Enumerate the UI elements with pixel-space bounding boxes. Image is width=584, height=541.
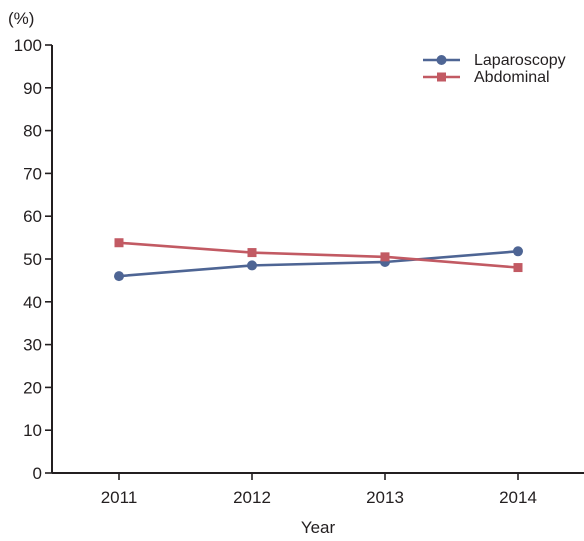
- legend-item-abdominal: Abdominal: [423, 69, 550, 86]
- y-tick-label: 0: [33, 464, 42, 483]
- y-tick-label: 40: [23, 293, 42, 312]
- series-layer: [114, 238, 523, 282]
- y-tick-label: 20: [23, 378, 42, 397]
- y-tick-label: 30: [23, 336, 42, 355]
- y-tick-label: 70: [23, 164, 42, 183]
- x-tick-label: 2013: [366, 488, 404, 507]
- legend-label-laparoscopy: Laparoscopy: [474, 52, 566, 69]
- legend-item-laparoscopy: Laparoscopy: [423, 52, 566, 69]
- data-point-laparoscopy: [114, 271, 124, 282]
- y-tick-label: 90: [23, 79, 42, 98]
- y-axis: 0 10 20 30 40 50 60 70 80 90 100: [14, 36, 53, 483]
- data-point-abdominal: [247, 248, 257, 258]
- x-axis: 2011 2012 2013 2014: [52, 472, 584, 507]
- series-line-abdominal: [118, 241, 519, 269]
- series-abdominal: [114, 238, 523, 273]
- data-point-abdominal: [114, 238, 124, 248]
- x-tick-label: 2012: [233, 488, 271, 507]
- legend-label-abdominal: Abdominal: [474, 69, 550, 86]
- y-tick-label: 80: [23, 122, 42, 141]
- data-point-abdominal: [513, 263, 523, 273]
- y-tick-label: 10: [23, 421, 42, 440]
- y-tick-label: 100: [14, 36, 42, 55]
- y-axis-unit-label: (%): [8, 9, 34, 28]
- data-point-laparoscopy: [513, 246, 523, 257]
- data-point-laparoscopy: [247, 260, 257, 271]
- data-point-abdominal: [380, 252, 390, 262]
- y-tick-label: 60: [23, 207, 42, 226]
- legend-marker-laparoscopy: [436, 55, 447, 65]
- x-axis-title: Year: [301, 518, 336, 537]
- series-line-laparoscopy: [118, 250, 519, 278]
- x-tick-label: 2011: [101, 488, 138, 507]
- x-tick-label: 2014: [499, 488, 537, 507]
- legend-marker-abdominal: [437, 72, 446, 82]
- y-tick-label: 50: [23, 250, 42, 269]
